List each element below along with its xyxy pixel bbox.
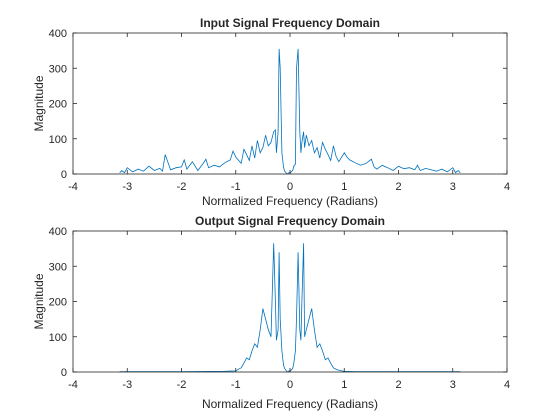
- chart-title: Input Signal Frequency Domain: [200, 16, 380, 30]
- x-axis-label: Normalized Frequency (Radians): [202, 194, 378, 208]
- x-tick-label: -3: [122, 181, 132, 193]
- y-tick-label: 100: [49, 134, 67, 146]
- plot-area: [73, 33, 507, 174]
- subplot-input: Input Signal Frequency Domain -4 -3 -2 -1 0 1…: [32, 16, 510, 208]
- x-tick-label: -4: [68, 379, 78, 391]
- x-tick-label: 3: [450, 379, 456, 391]
- y-ticks: 0 100 200 300 400: [49, 28, 507, 181]
- y-tick-label: 300: [49, 63, 67, 75]
- subplot-output: Output Signal Frequency Domain -4 -3 -2 -1 0…: [32, 214, 510, 411]
- x-tick-label: 0: [287, 181, 293, 193]
- x-tick-label: 4: [504, 379, 510, 391]
- x-tick-label: 1: [341, 181, 347, 193]
- x-ticks: -4 -3 -2 -1 0 1 2 3 4: [68, 231, 510, 391]
- x-tick-label: 4: [504, 181, 510, 193]
- series-line: [119, 48, 461, 175]
- x-tick-label: -3: [122, 379, 132, 391]
- x-tick-label: 0: [287, 379, 293, 391]
- x-tick-label: -1: [231, 379, 241, 391]
- x-ticks: -4 -3 -2 -1 0 1 2 3 4: [68, 33, 510, 193]
- x-tick-label: -2: [177, 379, 187, 391]
- x-tick-label: -2: [177, 181, 187, 193]
- y-tick-label: 200: [49, 297, 67, 309]
- x-tick-label: 2: [395, 181, 401, 193]
- y-tick-label: 200: [49, 99, 67, 111]
- y-axis-label: Magnitude: [32, 75, 46, 131]
- x-tick-label: 1: [341, 379, 347, 391]
- y-ticks: 0 100 200 300 400: [49, 226, 507, 379]
- y-tick-label: 300: [49, 261, 67, 273]
- x-tick-label: -1: [231, 181, 241, 193]
- x-tick-label: 2: [395, 379, 401, 391]
- y-tick-label: 0: [61, 169, 67, 181]
- chart-title: Output Signal Frequency Domain: [195, 214, 385, 228]
- x-tick-label: -4: [68, 181, 78, 193]
- x-tick-label: 3: [450, 181, 456, 193]
- y-tick-label: 0: [61, 367, 67, 379]
- y-tick-label: 400: [49, 226, 67, 238]
- y-axis-label: Magnitude: [32, 273, 46, 329]
- y-tick-label: 400: [49, 28, 67, 40]
- x-axis-label: Normalized Frequency (Radians): [202, 397, 378, 411]
- y-tick-label: 100: [49, 332, 67, 344]
- plot-area: [73, 231, 507, 372]
